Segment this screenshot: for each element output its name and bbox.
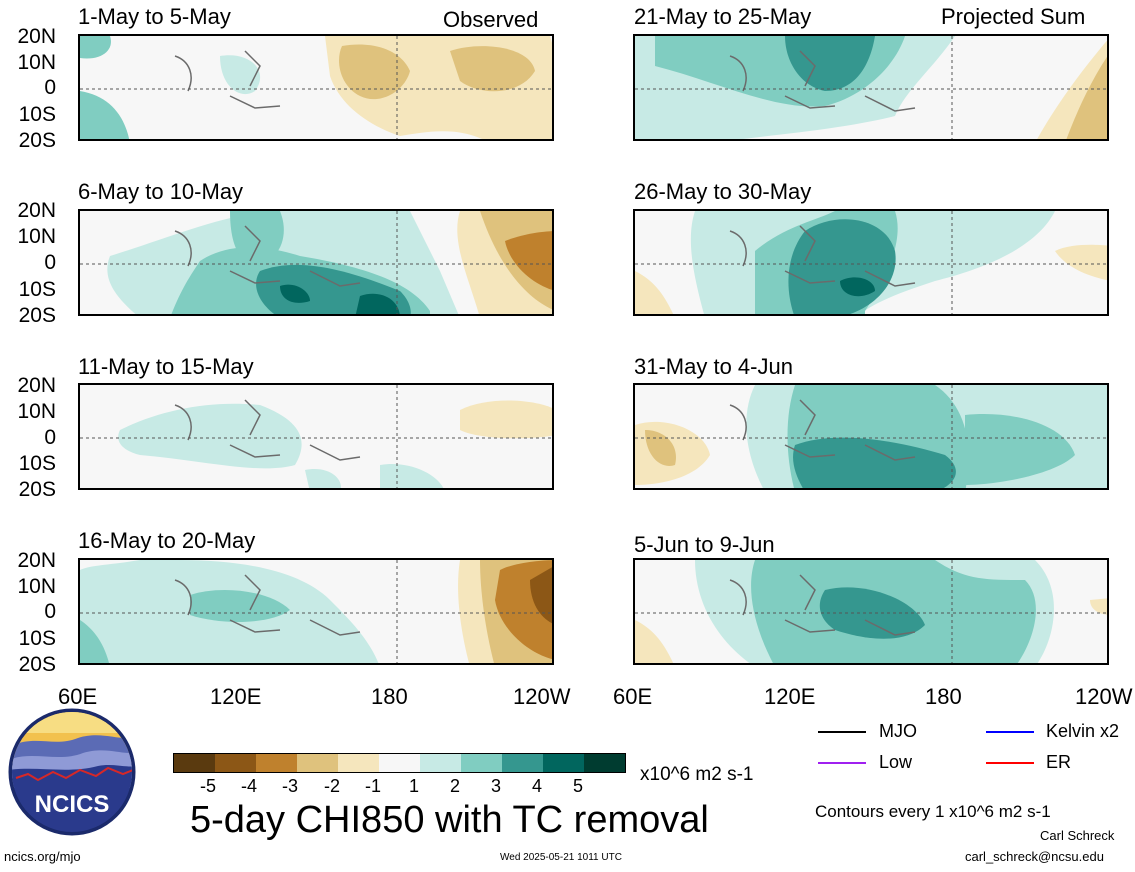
y-tick: 20S — [18, 653, 56, 676]
panel-title-7: 31-May to 4-Jun — [634, 354, 793, 379]
observed-label: Observed — [443, 7, 539, 32]
map-panel-3 — [78, 383, 554, 490]
x-tick: 120W — [1075, 684, 1133, 709]
panel-title-1: 1-May to 5-May — [78, 4, 231, 29]
colorbar-tick: 1 — [408, 776, 419, 796]
ncics-logo: NCICS — [8, 708, 136, 836]
x-tick: 60E — [58, 684, 98, 709]
colorbar-swatch — [461, 754, 502, 772]
colorbar-swatch — [420, 754, 461, 772]
map-panel-7 — [633, 383, 1109, 490]
colorbar-swatch — [215, 754, 256, 772]
y-tick: 20N — [17, 25, 56, 48]
colorbar-swatch — [256, 754, 297, 772]
y-tick: 20N — [17, 374, 56, 397]
timestamp: Wed 2025-05-21 1011 UTC — [500, 852, 622, 863]
logo-text: NCICS — [35, 791, 110, 818]
y-tick: 0 — [44, 600, 56, 623]
colorbar-swatch — [379, 754, 420, 772]
figure-title: 5-day CHI850 with TC removal — [190, 799, 709, 841]
author-email: carl_schreck@ncsu.edu — [965, 849, 1104, 864]
colorbar-tick: -2 — [323, 776, 340, 796]
map-panel-5 — [633, 34, 1109, 141]
colorbar-tick: 4 — [531, 776, 542, 796]
y-tick: 10N — [17, 400, 56, 423]
x-tick: 120E — [210, 684, 262, 709]
y-tick: 10N — [17, 225, 56, 248]
colorbar — [173, 753, 626, 773]
y-tick: 20S — [18, 478, 56, 501]
contour-interval-note: Contours every 1 x10^6 m2 s-1 — [815, 802, 1051, 821]
map-panel-4 — [78, 558, 554, 665]
colorbar-swatch — [543, 754, 584, 772]
colorbar-swatch — [174, 754, 215, 772]
author-name: Carl Schreck — [1040, 828, 1115, 843]
legend-label-mjo: MJO — [879, 721, 917, 741]
map-panel-6 — [633, 209, 1109, 316]
colorbar-tick: -4 — [240, 776, 257, 796]
colorbar-tick: -1 — [364, 776, 381, 796]
y-tick: 20S — [18, 304, 56, 327]
legend-swatch-low — [818, 762, 866, 764]
x-tick: 180 — [371, 684, 408, 709]
x-tick: 60E — [613, 684, 653, 709]
x-tick: 120E — [764, 684, 816, 709]
site-url: ncics.org/mjo — [4, 849, 81, 864]
panel-title-8: 5-Jun to 9-Jun — [634, 532, 775, 557]
y-tick: 10S — [18, 278, 56, 301]
legend-swatch-mjo — [818, 731, 866, 733]
colorbar-swatch — [502, 754, 543, 772]
y-tick: 10S — [18, 452, 56, 475]
y-tick: 10N — [17, 51, 56, 74]
colorbar-swatch — [338, 754, 379, 772]
colorbar-swatch — [297, 754, 338, 772]
panel-title-4: 16-May to 20-May — [78, 528, 256, 553]
colorbar-units: x10^6 m2 s-1 — [640, 764, 754, 785]
y-tick: 10S — [18, 627, 56, 650]
x-tick: 120W — [513, 684, 571, 709]
map-panel-8 — [633, 558, 1109, 665]
map-panel-2 — [78, 209, 554, 316]
legend-label-kelvin: Kelvin x2 — [1046, 721, 1120, 741]
y-tick: 10N — [17, 575, 56, 598]
colorbar-swatch — [584, 754, 625, 772]
y-tick: 20S — [18, 129, 56, 152]
legend-swatch-kelvin — [986, 731, 1034, 733]
y-tick: 10S — [18, 103, 56, 126]
legend-swatch-er — [986, 762, 1034, 764]
y-tick: 20N — [17, 199, 56, 222]
legend-label-er: ER — [1046, 752, 1072, 772]
y-tick: 0 — [44, 251, 56, 274]
legend-label-low: Low — [879, 752, 913, 772]
colorbar-tick: -3 — [281, 776, 298, 796]
x-tick: 180 — [925, 684, 962, 709]
colorbar-tick: -5 — [199, 776, 216, 796]
projected-sum-label: Projected Sum — [941, 4, 1086, 29]
y-tick: 0 — [44, 426, 56, 449]
panel-title-3: 11-May to 15-May — [78, 354, 254, 379]
panel-title-5: 21-May to 25-May — [634, 4, 812, 29]
y-tick: 20N — [17, 549, 56, 572]
map-panel-1 — [78, 34, 554, 141]
colorbar-tick: 5 — [572, 776, 583, 796]
y-tick: 0 — [44, 76, 56, 99]
colorbar-tick: 3 — [490, 776, 501, 796]
colorbar-tick: 2 — [449, 776, 460, 796]
panel-title-2: 6-May to 10-May — [78, 179, 244, 204]
panel-title-6: 26-May to 30-May — [634, 179, 812, 204]
